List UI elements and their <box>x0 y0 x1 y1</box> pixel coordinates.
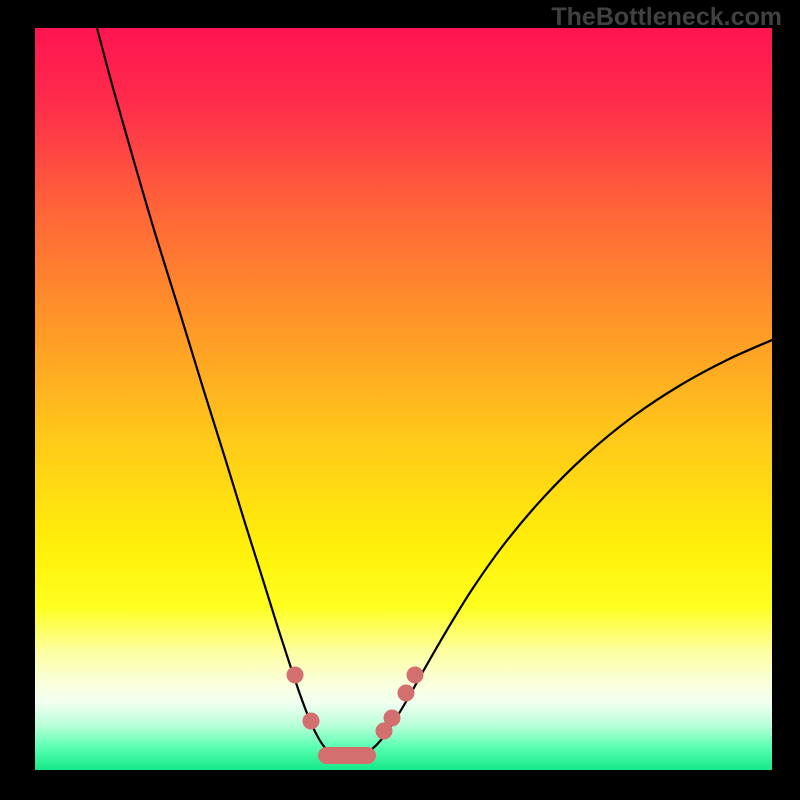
curve-line <box>97 28 772 758</box>
marker-dot <box>287 667 304 684</box>
marker-dot <box>407 667 424 684</box>
bottleneck-curve <box>35 28 772 770</box>
marker-dot <box>384 710 401 727</box>
marker-bar <box>318 747 376 764</box>
chart-frame: TheBottleneck.com <box>0 0 800 800</box>
watermark-text: TheBottleneck.com <box>551 3 782 32</box>
marker-dot <box>398 685 415 702</box>
marker-dot <box>303 713 320 730</box>
plot-area <box>35 28 772 770</box>
